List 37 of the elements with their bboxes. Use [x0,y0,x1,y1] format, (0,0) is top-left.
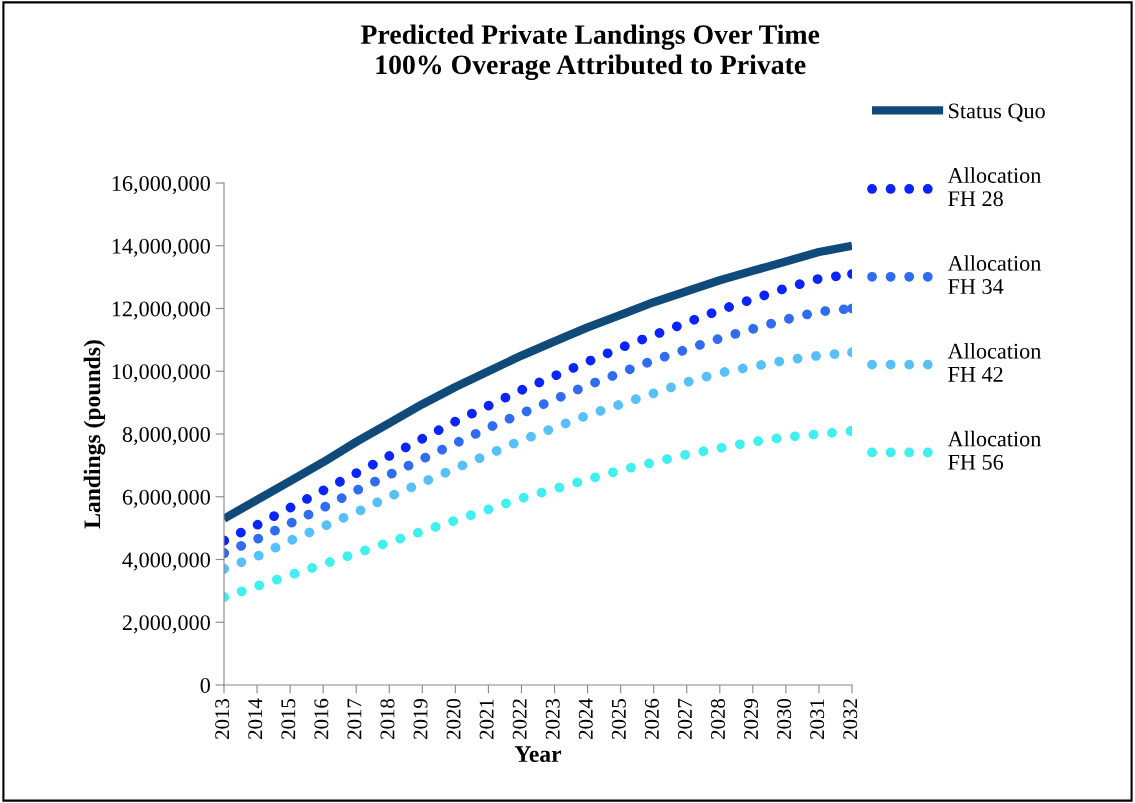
y-tick-label: 10,000,000 [112,364,210,383]
x-tick-label: 2028 [710,698,725,739]
x-tick-label: 2013 [215,699,230,739]
legend-label: Allocation FH 56 [947,430,1042,470]
y-tick-label: 8,000,000 [122,426,210,446]
x-tick-label: 2026 [644,698,659,739]
legend-label: Status Quo [949,103,1045,122]
legend-label: Allocation FH 34 [947,255,1042,295]
legend-label: Allocation FH 42 [947,343,1042,382]
x-tick-label: 2019 [413,699,428,739]
y-tick-label: 16,000,000 [112,175,210,195]
x-axis-title: Year [514,746,562,763]
x-tick-label: 2024 [578,698,593,739]
y-tick-label: 2,000,000 [122,615,210,634]
y-tick-label: 14,000,000 [112,238,210,257]
y-tick-label: 4,000,000 [122,552,210,571]
x-tick-label: 2029 [744,699,759,739]
x-tick-label: 2020 [446,698,461,739]
x-tick-label: 2027 [677,698,692,739]
y-tick-label: 0 [200,677,210,693]
x-tick-label: 2031 [810,699,825,739]
x-tick-label: 2032 [843,699,858,739]
x-tick-label: 2025 [611,699,626,739]
x-tick-label: 2016 [314,698,329,739]
x-tick-label: 2017 [347,698,362,739]
chart-title: Predicted Private Landings Over Time 100% Overage Attributed to Private [360,24,820,81]
y-axis-title: Landings (pounds) [83,340,106,529]
x-tick-label: 2030 [777,698,792,739]
x-tick-label: 2023 [545,699,560,739]
legend-label: Allocation FH 28 [947,167,1042,207]
x-tick-label: 2021 [479,699,494,739]
y-tick-label: 6,000,000 [122,489,210,508]
x-tick-label: 2015 [281,699,296,739]
x-tick-label: 2018 [380,698,395,739]
x-tick-label: 2014 [248,698,263,739]
y-tick-label: 12,000,000 [112,301,210,320]
x-tick-label: 2022 [512,699,527,739]
